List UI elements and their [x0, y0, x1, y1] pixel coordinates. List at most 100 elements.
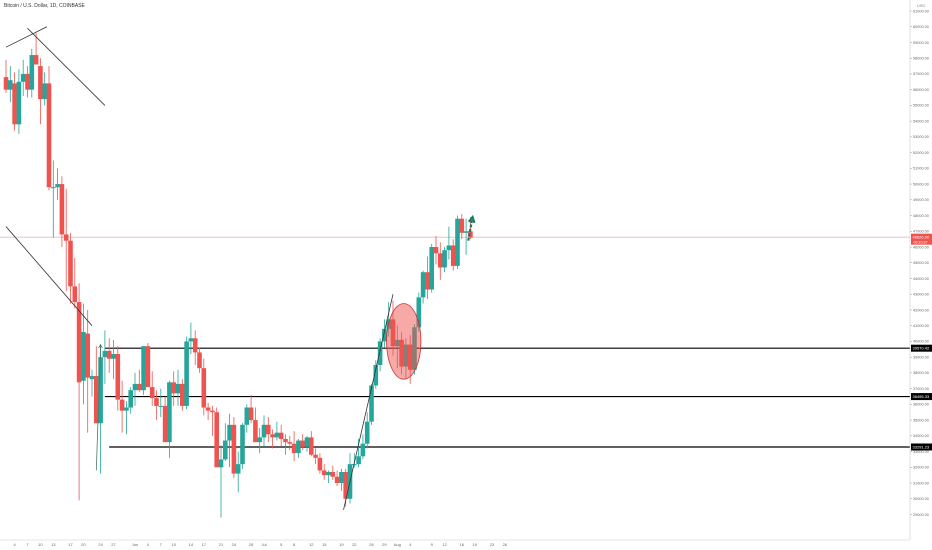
candle-body-48	[210, 410, 215, 413]
candle-body-51	[223, 440, 228, 460]
x-tick-label-17: Jul	[261, 542, 266, 547]
y-tick-label-14: 43000.00	[913, 293, 929, 297]
x-tick-label-29: 12	[442, 542, 447, 547]
x-tick-label-20: 12	[309, 542, 314, 547]
x-tick-label-13: 17	[202, 542, 207, 547]
candle-body-105	[455, 218, 460, 266]
y-tick-label-7: 36000.00	[913, 403, 929, 407]
y-tick-label-18: 47000.00	[913, 230, 929, 234]
candle-body-96	[416, 297, 422, 328]
x-tick-label-7: 27	[111, 542, 116, 547]
candle-body-65	[283, 438, 288, 443]
y-tick-label-29: 58000.00	[913, 57, 929, 61]
x-tick-label-22: 19	[339, 542, 344, 547]
candle-body-79	[343, 472, 348, 499]
candle-body-38	[167, 382, 172, 443]
candle-body-47	[205, 407, 211, 411]
x-tick-label-19: 8	[293, 542, 296, 547]
y-tick-label-20: 49000.00	[913, 198, 929, 202]
candle-body-23	[102, 350, 108, 358]
candle-body-10	[46, 83, 52, 188]
candle-body-62	[270, 434, 275, 438]
candle-body-66	[287, 442, 293, 444]
candle-body-9	[42, 83, 47, 100]
candle-body-41	[180, 383, 185, 406]
candle-body-82	[356, 456, 361, 465]
price-label-2: 36495.33	[913, 394, 930, 399]
y-tick-label-13: 42000.00	[913, 308, 929, 312]
candle-body-8	[38, 66, 43, 100]
candle-body-57	[248, 407, 254, 421]
candle-body-28	[124, 407, 129, 411]
candle-body-56	[244, 407, 250, 425]
x-tick-label-4: 17	[68, 542, 73, 547]
y-tick-label-26: 55000.00	[913, 104, 929, 108]
y-tick-label-21: 50000.00	[913, 182, 929, 186]
x-tick-label-26: Aug	[394, 542, 401, 547]
candle-body-86	[373, 365, 379, 386]
arrow-shaft-0	[95, 344, 101, 471]
candle-body-102	[442, 250, 447, 268]
x-tick-label-27: 4	[409, 542, 412, 547]
candle-body-19	[85, 333, 90, 378]
candle-body-45	[197, 352, 202, 369]
candle-body-3	[16, 81, 22, 125]
y-tick-label-6: 35000.00	[913, 418, 929, 422]
candle-body-72	[313, 454, 318, 458]
candle-body-15	[68, 240, 73, 287]
x-tick-label-5: 20	[81, 542, 86, 547]
trend-line-2	[5, 226, 93, 326]
candle-body-32	[141, 346, 146, 391]
candle-body-103	[446, 245, 452, 251]
y-tick-label-10: 39000.00	[913, 355, 929, 359]
x-tick-label-32: 23	[490, 542, 495, 547]
trend-line-0	[5, 26, 48, 48]
candle-body-100	[433, 247, 439, 254]
y-tick-label-3: 32000.00	[913, 466, 929, 470]
y-tick-label-28: 57000.00	[913, 72, 929, 76]
x-tick-label-15: 24	[232, 542, 237, 547]
candle-body-21	[94, 376, 99, 424]
y-tick-label-16: 45000.00	[913, 261, 929, 265]
candle-body-71	[309, 437, 314, 455]
y-tick-label-5: 34000.00	[913, 434, 929, 438]
candle-body-85	[369, 385, 374, 422]
x-tick-label-0: 4	[13, 542, 16, 547]
candle-body-6	[29, 55, 35, 90]
x-tick-label-21: 15	[322, 542, 327, 547]
candle-body-34	[149, 387, 155, 399]
price-label-1: 39570.42	[913, 345, 930, 350]
candle-body-63	[274, 432, 280, 438]
x-tick-label-31: 19	[472, 542, 477, 547]
x-tick-label-23: 22	[352, 542, 357, 547]
x-tick-label-30: 16	[460, 542, 465, 547]
candle-body-42	[184, 341, 189, 406]
x-tick-label-2: 10	[38, 542, 43, 547]
candles-group	[3, 33, 473, 518]
y-tick-label-8: 37000.00	[913, 387, 929, 391]
candle-body-2	[12, 83, 17, 125]
candle-body-54	[235, 464, 241, 474]
y-tick-label-12: 41000.00	[913, 324, 929, 328]
currency-label: USD	[916, 3, 926, 8]
x-tick-label-8: Jun	[132, 542, 138, 547]
highlight-ellipse	[386, 303, 422, 380]
y-tick-label-32: 61000.00	[913, 9, 929, 13]
candle-body-16	[72, 286, 78, 303]
candle-body-58	[253, 420, 258, 443]
candle-body-1	[8, 80, 13, 90]
candle-body-12	[55, 184, 60, 188]
x-tick-label-33: 26	[503, 542, 508, 547]
candle-body-70	[304, 437, 310, 447]
chart-title: Bitcoin / U.S. Dollar, 1D, COINBASE	[4, 3, 85, 9]
x-tick-label-24: 26	[369, 542, 374, 547]
candle-body-52	[227, 424, 232, 441]
x-tick-label-28: 9	[431, 542, 434, 547]
price-label-3: 33291.23	[913, 444, 930, 449]
candle-body-73	[317, 457, 323, 471]
y-tick-label-31: 60000.00	[913, 25, 929, 29]
candle-body-24	[106, 350, 112, 359]
candle-body-64	[278, 432, 284, 439]
